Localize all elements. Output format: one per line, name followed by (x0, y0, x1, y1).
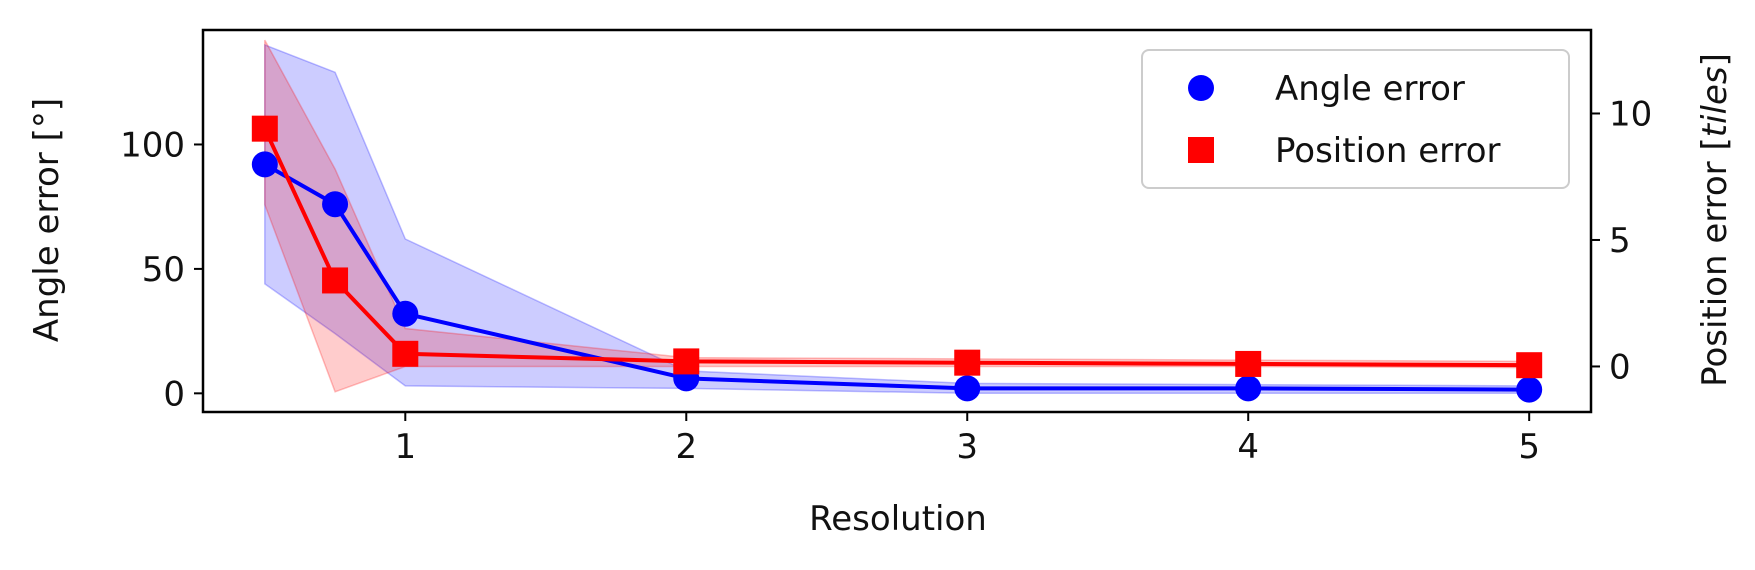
y-tick-label: 0 (163, 374, 185, 414)
position-error-point (1516, 352, 1543, 379)
y2-axis-label-prefix: Position error [ (1695, 137, 1735, 387)
legend-box (1141, 49, 1570, 189)
angle-error-point (1516, 376, 1543, 403)
angle-error-point (392, 300, 419, 327)
y-axis-label: Angle error [°] (27, 98, 67, 342)
position-error-point (673, 348, 700, 375)
legend-marker-position-error (1188, 137, 1214, 163)
legend-label-position-error: Position error (1275, 131, 1501, 171)
x-tick-label: 1 (394, 427, 416, 467)
x-tick-label: 3 (956, 427, 978, 467)
y2-axis-label: Position error [tiles] (1695, 53, 1735, 387)
x-tick-label: 5 (1518, 427, 1540, 467)
position-error-point (322, 267, 349, 294)
position-error-point (954, 349, 981, 376)
angle-error-point (251, 151, 278, 178)
x-tick-label: 2 (675, 427, 697, 467)
legend-marker-angle-error (1188, 75, 1214, 101)
y2-axis-label-suffix: ] (1695, 53, 1735, 66)
y-tick-label: 100 (120, 125, 185, 165)
legend-label-angle-error: Angle error (1275, 69, 1465, 109)
x-axis-label: Resolution (809, 499, 987, 539)
plot-frame (201, 28, 1593, 414)
angle-error-point (322, 191, 349, 218)
position-error-point (1235, 350, 1262, 377)
series-markers (251, 115, 1543, 403)
y2-axis-label-unit: tiles (1695, 66, 1735, 137)
x-tick-label: 4 (1237, 427, 1259, 467)
position-error-point (392, 340, 419, 367)
y2-tick-label: 5 (1609, 221, 1631, 261)
angle-error-point (954, 375, 981, 402)
legend: Angle error Position error (1141, 49, 1570, 189)
y2-tick-label: 0 (1609, 347, 1631, 387)
angle-error-point (1235, 375, 1262, 402)
position-error-point (251, 115, 278, 142)
y-tick-label: 50 (142, 250, 185, 290)
y2-tick-label: 10 (1609, 94, 1652, 134)
